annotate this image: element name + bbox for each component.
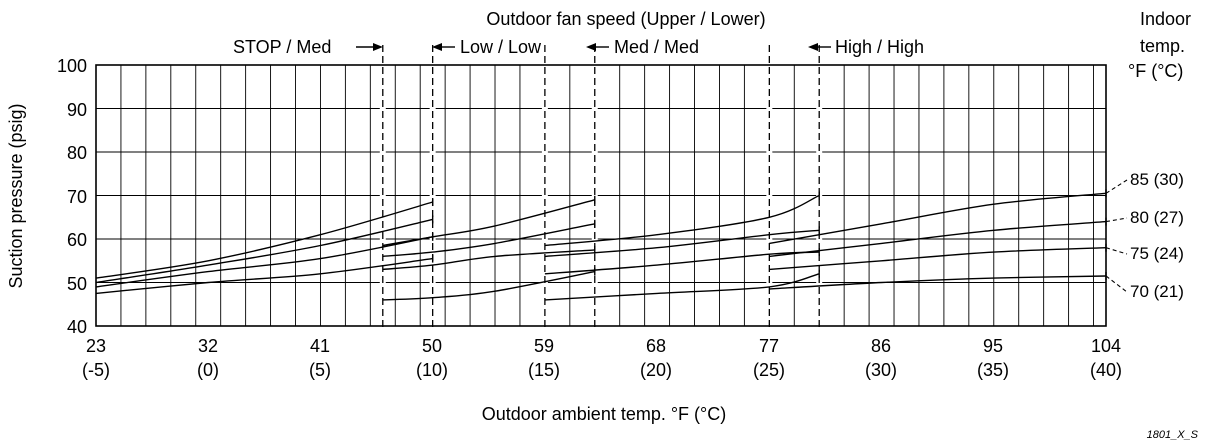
x-tick-label-c: (5)	[309, 360, 331, 380]
svg-text:Med / Med: Med / Med	[614, 37, 699, 57]
series-line-segment	[544, 251, 820, 275]
x-tick-label-c: (20)	[640, 360, 672, 380]
series-line-segment	[382, 249, 595, 271]
fan-speed-label-med-med: Med / Med	[586, 37, 699, 57]
grid	[96, 65, 1106, 326]
y-tick-label: 80	[67, 143, 87, 163]
y-axis-label: Suction pressure (psig)	[6, 103, 26, 288]
x-tick-label-c: (25)	[753, 360, 785, 380]
figure-code: 1801_X_S	[1147, 429, 1199, 441]
x-tick-label-c: (15)	[528, 360, 560, 380]
boundary-gap	[541, 63, 548, 330]
series-label: 70 (21)	[1130, 282, 1184, 301]
x-tick-label-c: (10)	[416, 360, 448, 380]
y-axis-tick-labels: 100 90 80 70 60 50 40	[57, 56, 87, 337]
y-tick-label: 50	[67, 274, 87, 294]
series-line-segment	[769, 247, 1107, 271]
x-tick-label-f: 50	[422, 336, 442, 356]
y-tick-label: 40	[67, 317, 87, 337]
series-line-segment	[382, 223, 595, 258]
series-line-segment	[382, 199, 595, 247]
series-line-segment	[544, 194, 820, 247]
svg-text:STOP / Med: STOP / Med	[233, 37, 331, 57]
x-tick-label-f: 104	[1091, 336, 1121, 356]
fan-speed-label-stop-med: STOP / Med	[233, 37, 383, 57]
fan-speed-label-low-low: Low / Low	[432, 37, 542, 57]
x-tick-label-c: (35)	[977, 360, 1009, 380]
series-labels: 85 (30) 80 (27) 75 (24) 70 (21)	[1130, 170, 1184, 301]
x-tick-label-f: 68	[646, 336, 666, 356]
series-leader-line	[1105, 217, 1128, 223]
fan-speed-boundaries	[379, 45, 823, 330]
x-axis-tick-labels: 23 (-5) 32 (0) 41 (5) 50 (10) 59 (15) 68…	[82, 336, 1122, 380]
x-tick-label-c: (-5)	[82, 360, 110, 380]
series-line-segment	[769, 192, 1107, 245]
series-line-segment	[544, 229, 820, 258]
series-line-segment	[769, 220, 1107, 258]
boundary-gap	[766, 63, 773, 330]
x-tick-label-c: (30)	[865, 360, 897, 380]
series-line-segment	[95, 218, 433, 284]
series-line-segment	[382, 270, 595, 301]
x-tick-label-f: 59	[534, 336, 554, 356]
series-line-segment	[95, 201, 433, 279]
boundary-gap	[429, 63, 436, 330]
series-label: 75 (24)	[1130, 244, 1184, 263]
x-tick-label-f: 77	[759, 336, 779, 356]
series-label: 85 (30)	[1130, 170, 1184, 189]
x-tick-label-c: (40)	[1090, 360, 1122, 380]
x-tick-label-f: 86	[871, 336, 891, 356]
legend-title-line-3: °F (°C)	[1128, 61, 1183, 81]
series-leaders	[1105, 179, 1128, 293]
legend-title-line-2: temp.	[1140, 36, 1185, 56]
y-tick-label: 60	[67, 230, 87, 250]
series-line-segment	[544, 273, 820, 301]
x-tick-label-f: 95	[983, 336, 1003, 356]
series-line-segment	[769, 275, 1107, 290]
chart-title: Outdoor fan speed (Upper / Lower)	[486, 9, 765, 29]
svg-text:High / High: High / High	[835, 37, 924, 57]
y-tick-label: 70	[67, 187, 87, 207]
series-label: 80 (27)	[1130, 208, 1184, 227]
svg-text:Low / Low: Low / Low	[460, 37, 542, 57]
boundary-gap	[379, 63, 386, 330]
x-tick-label-f: 41	[310, 336, 330, 356]
series-line-segment	[95, 257, 433, 295]
y-tick-label: 100	[57, 56, 87, 76]
y-tick-label: 90	[67, 100, 87, 120]
series-line-segment	[95, 236, 433, 288]
series-leader-line	[1105, 247, 1128, 255]
fan-speed-label-high-high: High / High	[808, 37, 924, 57]
series-leader-line	[1105, 275, 1128, 293]
x-tick-label-f: 23	[86, 336, 106, 356]
x-tick-label-c: (0)	[197, 360, 219, 380]
series-leader-line	[1105, 179, 1128, 194]
x-tick-label-f: 32	[198, 336, 218, 356]
x-axis-label: Outdoor ambient temp. °F (°C)	[482, 404, 726, 424]
legend-title-line-1: Indoor	[1140, 9, 1191, 29]
series-lines	[95, 189, 1107, 301]
